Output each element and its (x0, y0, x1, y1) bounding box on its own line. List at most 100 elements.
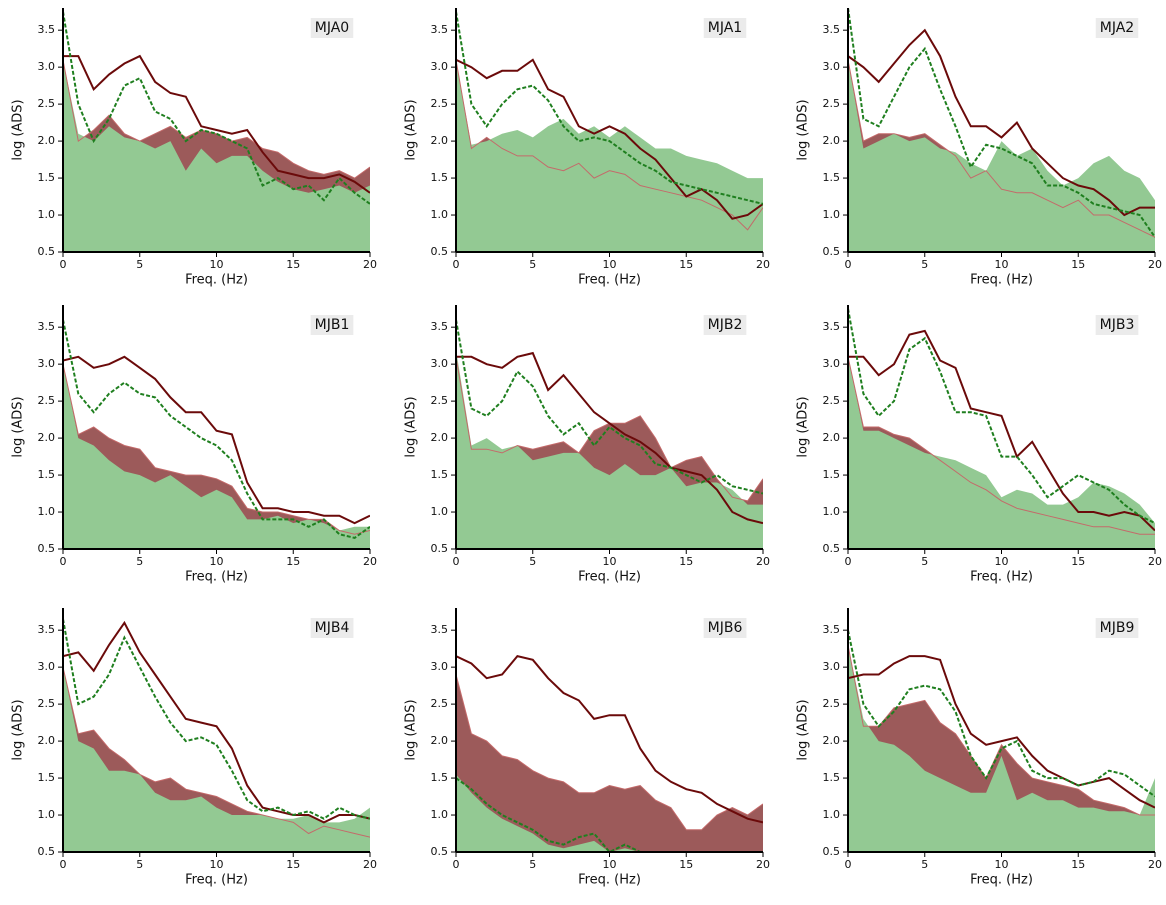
x-tick-label: 10 (603, 555, 617, 568)
x-tick-label: 10 (210, 258, 224, 271)
x-axis-label: Freq. (Hz) (185, 873, 248, 888)
y-tick-label: 3.0 (823, 660, 841, 673)
x-tick-label: 0 (60, 555, 67, 568)
plot-area (63, 319, 370, 549)
x-tick-label: 20 (756, 555, 770, 568)
y-tick-label: 0.5 (823, 542, 841, 555)
x-tick-label: 10 (210, 555, 224, 568)
line (63, 319, 370, 539)
panel-title: MJA1 (708, 20, 742, 36)
x-axis-label: Freq. (Hz) (578, 873, 641, 888)
line (63, 355, 370, 525)
y-tick-label: 3.0 (823, 60, 841, 73)
panel: 0.5 1.0 1.5 2.0 2.5 3.0 3.5 0 5 10 15 20 Freq. (Hz) l… (404, 608, 770, 888)
y-tick-label: 3.5 (823, 23, 841, 36)
y-tick-label: 1.5 (823, 468, 841, 481)
y-tick-label: 1.0 (38, 808, 56, 821)
y-tick-label: 1.5 (38, 468, 56, 481)
y-tick-label: 3.0 (38, 60, 56, 73)
y-tick-label: 0.5 (38, 845, 56, 858)
y-tick-label: 0.5 (431, 542, 449, 555)
x-axis-label: Freq. (Hz) (185, 273, 248, 288)
y-tick-label: 3.0 (38, 357, 56, 370)
y-tick-label: 3.5 (431, 623, 449, 636)
x-tick-label: 20 (1148, 258, 1162, 271)
y-axis-label: log (ADS) (796, 396, 811, 457)
x-tick-label: 15 (1071, 555, 1085, 568)
x-axis-label: Freq. (Hz) (578, 273, 641, 288)
y-tick-label: 1.5 (431, 771, 449, 784)
panel: 0.5 1.0 1.5 2.0 2.5 3.0 3.5 0 5 10 15 20 Freq. (Hz) l… (404, 8, 770, 288)
y-axis-label: log (ADS) (796, 99, 811, 160)
title-box (1095, 18, 1139, 38)
area-outline (63, 59, 370, 179)
area (456, 59, 763, 252)
panel-title: MJB9 (1100, 620, 1135, 636)
panel-title: MJB3 (1100, 317, 1135, 333)
title-box (310, 618, 354, 638)
x-tick-label: 10 (995, 258, 1009, 271)
y-tick-label: 2.5 (431, 697, 449, 710)
y-tick-label: 0.5 (431, 245, 449, 258)
area (848, 59, 1155, 252)
y-tick-label: 2.5 (823, 394, 841, 407)
x-tick-label: 5 (921, 858, 928, 871)
y-tick-label: 3.5 (38, 320, 56, 333)
line (848, 308, 1155, 525)
y-tick-label: 2.5 (431, 97, 449, 110)
x-tick-label: 20 (756, 258, 770, 271)
y-tick-label: 0.5 (431, 845, 449, 858)
x-tick-label: 10 (603, 258, 617, 271)
area-outline (63, 364, 370, 535)
panel: 0.5 1.0 1.5 2.0 2.5 3.0 3.5 0 5 10 15 20 Freq. (Hz) l… (796, 8, 1162, 288)
title-box (1095, 618, 1139, 638)
title-box (310, 315, 354, 335)
x-axis-label: Freq. (Hz) (970, 873, 1033, 888)
area (848, 356, 1155, 549)
area (456, 349, 763, 549)
title-box (703, 18, 747, 38)
y-tick-label: 3.0 (823, 357, 841, 370)
y-tick-label: 3.0 (38, 660, 56, 673)
y-tick-label: 1.5 (823, 771, 841, 784)
y-tick-label: 1.0 (431, 505, 449, 518)
x-tick-label: 20 (1148, 858, 1162, 871)
panel: 0.5 1.0 1.5 2.0 2.5 3.0 3.5 0 5 10 15 20 Freq. (Hz) l… (796, 608, 1162, 888)
panel: 0.5 1.0 1.5 2.0 2.5 3.0 3.5 0 5 10 15 20 Freq. (Hz) l… (11, 305, 377, 585)
y-tick-label: 3.5 (823, 320, 841, 333)
x-tick-label: 20 (363, 258, 377, 271)
y-tick-label: 3.5 (823, 623, 841, 636)
y-tick-label: 2.5 (38, 97, 56, 110)
y-axis-label: log (ADS) (796, 699, 811, 760)
panel: 0.5 1.0 1.5 2.0 2.5 3.0 3.5 0 5 10 15 20 Freq. (Hz) l… (404, 305, 770, 585)
x-axis-label: Freq. (Hz) (970, 273, 1033, 288)
line (456, 58, 763, 220)
y-tick-label: 2.5 (431, 394, 449, 407)
y-tick-label: 2.0 (431, 734, 449, 747)
x-tick-label: 20 (363, 858, 377, 871)
y-axis-label: log (ADS) (11, 699, 26, 760)
plot-area (63, 618, 370, 852)
y-tick-label: 1.5 (38, 771, 56, 784)
line (848, 329, 1155, 532)
panel-title: MJA2 (1100, 20, 1134, 36)
x-tick-label: 5 (529, 258, 536, 271)
y-tick-label: 2.0 (38, 431, 56, 444)
line (456, 351, 763, 525)
x-tick-label: 20 (1148, 555, 1162, 568)
panel-title: MJB6 (708, 620, 743, 636)
x-tick-label: 5 (136, 858, 143, 871)
x-tick-label: 15 (679, 555, 693, 568)
y-axis-label: log (ADS) (404, 99, 419, 160)
y-tick-label: 3.5 (38, 23, 56, 36)
area-outline (63, 667, 370, 838)
y-tick-label: 3.0 (431, 60, 449, 73)
y-tick-label: 0.5 (823, 245, 841, 258)
area (456, 774, 763, 852)
x-tick-label: 10 (603, 858, 617, 871)
x-axis-label: Freq. (Hz) (578, 570, 641, 585)
line (456, 11, 763, 205)
plot-area (456, 319, 763, 549)
y-tick-label: 3.5 (38, 623, 56, 636)
panel: 0.5 1.0 1.5 2.0 2.5 3.0 3.5 0 5 10 15 20 Freq. (Hz) l… (11, 608, 377, 888)
